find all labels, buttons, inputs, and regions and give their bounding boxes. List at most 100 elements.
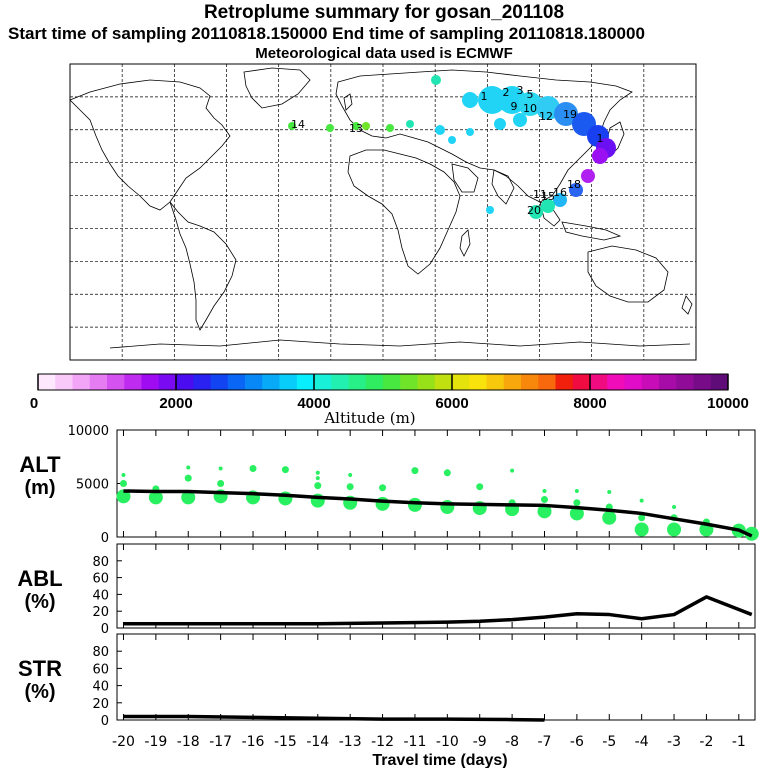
- x-tick-label: -9: [473, 734, 487, 750]
- colorbar-swatch: [572, 374, 591, 390]
- y-tick-label: 40: [92, 588, 109, 603]
- map-day-label: 19: [563, 108, 577, 121]
- cluster-point: [315, 470, 320, 475]
- cluster-point: [540, 496, 548, 504]
- colorbar-label: Altitude (m): [323, 409, 415, 427]
- map-day-label: 12: [539, 110, 553, 123]
- colorbar-swatch: [210, 374, 229, 390]
- colorbar-swatch: [227, 374, 246, 390]
- colorbar-swatch: [434, 374, 453, 390]
- colorbar-swatch: [193, 374, 211, 390]
- colorbar-swatch: [38, 374, 56, 390]
- colorbar-swatch: [331, 374, 349, 390]
- cluster-point: [314, 482, 322, 490]
- panel-label: STR: [18, 656, 62, 681]
- panel-frame: [116, 543, 756, 629]
- colorbar-tick-label: 4000: [297, 395, 330, 412]
- cluster-point: [569, 506, 584, 521]
- colorbar-swatch: [262, 374, 280, 390]
- colorbar-swatch: [348, 374, 367, 390]
- y-tick-label: 0: [101, 531, 109, 546]
- y-tick-label: 60: [92, 662, 109, 677]
- x-tick-label: -13: [339, 734, 362, 750]
- colorbar-tick-label: 10000: [707, 395, 749, 412]
- panel-frame: [116, 429, 756, 538]
- sampling-times: Start time of sampling 20110818.150000 E…: [8, 24, 645, 43]
- retroplume-cluster: [288, 75, 616, 219]
- met-data-note: Meteorological data used is ECMWF: [255, 45, 513, 62]
- colorbar-swatch: [89, 374, 108, 390]
- panel-label: ALT: [19, 452, 61, 477]
- y-tick-label: 0: [101, 714, 109, 729]
- cluster-point: [346, 483, 354, 491]
- series-line-abl: [123, 595, 753, 626]
- cluster-point: [607, 490, 612, 495]
- cluster-point: [379, 484, 387, 492]
- map-day-label: 1: [597, 132, 604, 145]
- cluster-point: [602, 510, 617, 525]
- map-day-label: 13: [349, 122, 363, 135]
- x-axis-label: Travel time (days): [372, 752, 507, 768]
- map-day-label: 18: [567, 178, 581, 191]
- colorbar-swatch: [641, 374, 660, 390]
- colorbar-swatch: [55, 374, 73, 390]
- cluster-point: [217, 480, 225, 487]
- map-day-label: 11: [533, 188, 547, 201]
- cluster-point: [672, 505, 677, 510]
- x-tick-label: -19: [144, 734, 167, 750]
- cluster-point: [119, 480, 127, 487]
- x-tick-label: -6: [570, 734, 584, 750]
- cluster-point: [181, 490, 196, 505]
- colorbar-swatch: [676, 374, 694, 390]
- y-tick-label: 20: [92, 697, 109, 712]
- x-tick-label: -3: [667, 734, 681, 750]
- cluster-point: [510, 468, 515, 473]
- colorbar-swatch: [693, 374, 712, 390]
- y-tick-label: 10000: [68, 424, 109, 439]
- cluster-point: [537, 504, 552, 519]
- colorbar-swatch: [624, 374, 643, 390]
- colorbar-swatch: [417, 374, 436, 390]
- colorbar-tick-label: 6000: [435, 395, 468, 412]
- x-tick-label: -8: [505, 734, 519, 750]
- cluster-point: [315, 476, 320, 481]
- x-tick-label: -17: [209, 734, 232, 750]
- map-grid: [70, 64, 696, 360]
- cluster-point: [348, 472, 353, 477]
- cluster-point: [281, 466, 289, 474]
- cluster-point: [249, 465, 257, 473]
- panel-unit: (m): [24, 477, 55, 499]
- map-day-label: 3: [517, 84, 524, 97]
- colorbar-swatch: [503, 374, 522, 390]
- colorbar-swatch: [538, 374, 556, 390]
- series-line-str: [123, 714, 545, 722]
- colorbar-swatch: [486, 374, 505, 390]
- cluster-point: [667, 522, 682, 537]
- x-tick-label: -16: [242, 734, 265, 750]
- map-day-label: 2: [503, 86, 510, 99]
- panel-unit: (%): [24, 591, 55, 613]
- colorbar-swatch: [659, 374, 677, 390]
- time-series-panels: 0500010000ALT(m)020406080ABL(%)020406080…: [17, 424, 759, 768]
- map-day-label: 1: [481, 90, 488, 103]
- x-tick-label: -20: [112, 734, 135, 750]
- x-tick-label: -12: [371, 734, 394, 750]
- cluster-point: [411, 467, 419, 475]
- y-tick-label: 5000: [76, 478, 109, 493]
- x-tick-label: -10: [436, 734, 459, 750]
- colorbar-swatch: [365, 374, 384, 390]
- y-tick-label: 80: [92, 555, 109, 570]
- map-day-label: 10: [523, 102, 537, 115]
- y-tick-label: 20: [92, 605, 109, 620]
- cluster-point: [407, 497, 422, 512]
- panel-str: 0 20 40 60 80 STR(%): [18, 633, 756, 729]
- cluster-point: [574, 488, 579, 493]
- colorbar-swatch: [314, 374, 332, 390]
- colorbar-tick-label: 0: [30, 395, 38, 412]
- cluster-point: [148, 490, 163, 505]
- map-day-label: 15: [541, 190, 555, 203]
- colorbar-swatch: [555, 374, 574, 390]
- panel-alt: 0 5000 10000 ALT(m): [19, 424, 759, 546]
- cluster-point: [186, 465, 191, 470]
